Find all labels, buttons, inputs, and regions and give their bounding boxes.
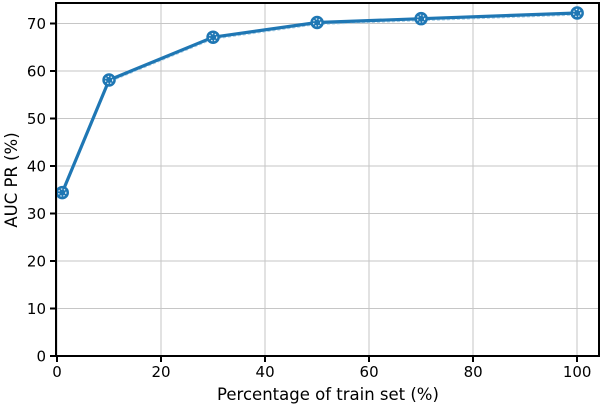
y-tick-label: 30 [27,205,46,223]
y-tick-label: 0 [36,348,46,366]
axis-ticks [50,22,579,362]
data-point-inner-ring [312,18,322,27]
data-point-inner-ring [208,33,218,42]
y-tick-label: 10 [27,300,46,318]
tick-labels: 0 20 40 60 80 100 0 10 20 30 40 50 60 70 [27,15,592,381]
x-tick-label: 100 [563,363,592,381]
x-tick-label: 40 [256,363,275,381]
data-point-marker [206,30,220,44]
x-axis-label: Percentage of train set (%) [217,385,439,404]
data-point-marker [570,6,584,20]
data-point-inner-ring [58,188,67,197]
data-point-inner-ring [104,75,114,85]
data-line [60,11,579,195]
x-tick-label: 20 [152,363,171,381]
data-point-marker [414,11,428,26]
data-point-marker [310,15,324,30]
y-tick-label: 70 [27,15,46,33]
grid-lines [56,3,599,357]
dotted-overlay-line [61,13,578,196]
data-series [55,6,584,200]
y-tick-label: 40 [27,157,46,175]
y-axis-label: AUC PR (%) [2,132,21,227]
x-tick-label: 60 [360,363,379,381]
x-tick-label: 80 [464,363,483,381]
x-tick-label: 0 [52,363,62,381]
y-tick-label: 50 [27,110,46,128]
data-point-inner-ring [572,8,582,18]
y-tick-label: 60 [27,62,46,80]
y-tick-label: 20 [27,252,46,270]
plot-border [55,2,600,357]
data-point-marker [102,73,116,87]
data-point-inner-ring [416,14,426,23]
